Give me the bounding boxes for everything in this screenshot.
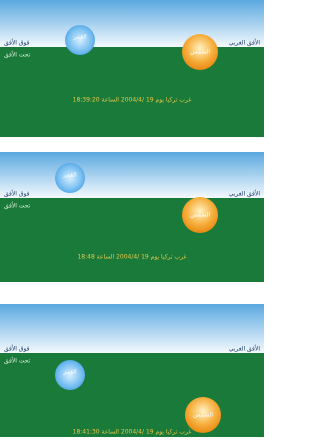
horizon-label: الأفق الغربي <box>229 39 261 47</box>
moon-label: القمر <box>62 369 77 376</box>
ground <box>0 353 264 437</box>
caption: غرب تركيا يوم 19 /2004/4 الساعة 18:41:30 <box>73 429 192 436</box>
horizon-label: الأفق الغربي <box>229 190 261 198</box>
ground <box>0 198 264 282</box>
caption: غرب تركيا يوم 19 /2004/4 الساعة 18:39:20 <box>73 97 192 104</box>
sun-label: الشمس <box>190 49 210 56</box>
diagram: فوق الأفق تحت الأفق الأفق الغربي القمر الشمس… <box>0 0 264 443</box>
above-label: فوق الأفق <box>4 345 30 353</box>
below-label: تحت الأفق <box>4 357 31 365</box>
sky <box>0 0 264 47</box>
below-label: تحت الأفق <box>4 202 31 210</box>
sun-label: الشمس <box>190 212 210 219</box>
sky <box>0 152 264 198</box>
caption: غرب تركيا يوم 19 /2004/4 الساعة 18:48 <box>77 254 186 261</box>
moon-label: القمر <box>72 34 87 41</box>
ground <box>0 47 264 137</box>
moon-label: القمر <box>62 172 77 179</box>
sun-label: الشمس <box>193 412 213 419</box>
horizon-label: الأفق الغربي <box>229 345 261 353</box>
below-label: تحت الأفق <box>4 51 31 59</box>
sky <box>0 304 264 353</box>
above-label: فوق الأفق <box>4 39 30 47</box>
above-label: فوق الأفق <box>4 190 30 198</box>
